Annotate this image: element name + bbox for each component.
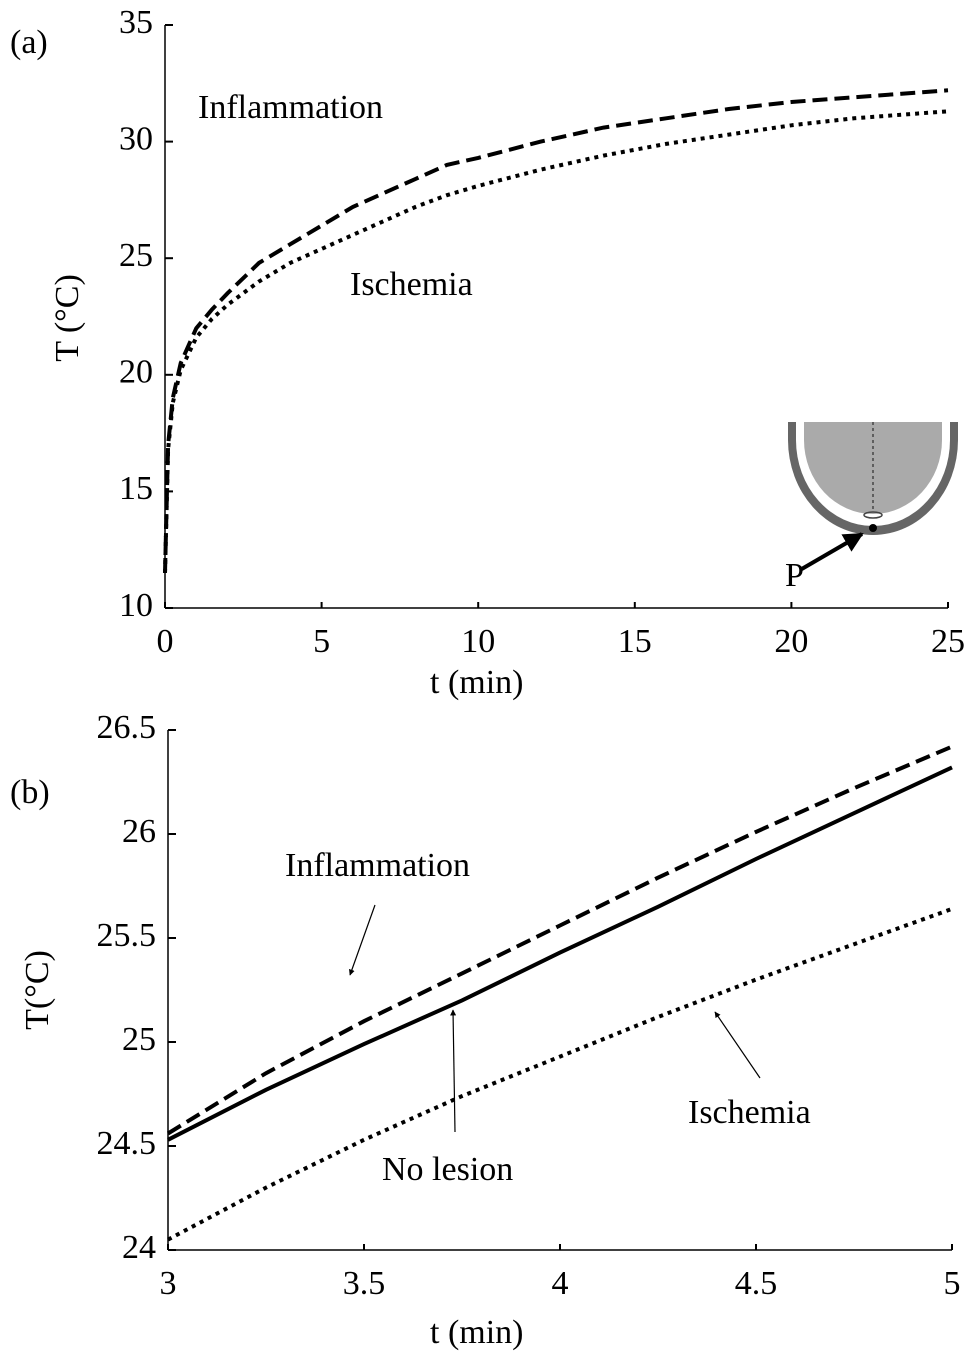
line-series (163, 88, 949, 574)
line-series (167, 765, 953, 1142)
x-tick-label: 3 (160, 1265, 177, 1302)
y-tick-label: 30 (119, 120, 153, 157)
y-tick-label: 26 (122, 813, 156, 850)
x-tick-label: 0 (157, 623, 174, 660)
y-tick-label: 24 (122, 1229, 156, 1266)
y-tick-label: 35 (119, 4, 153, 41)
y-tick-label: 20 (119, 354, 153, 391)
y-tick-label: 25 (119, 237, 153, 274)
x-tick-label: 20 (774, 623, 808, 660)
x-tick-label: 5 (313, 623, 330, 660)
y-tick-label: 10 (119, 587, 153, 624)
y-tick-label: 25.5 (97, 917, 157, 954)
y-axis-label: T(°C) (19, 950, 56, 1030)
series-label: Ischemia (350, 266, 473, 303)
y-axis-label: T (°C) (49, 274, 86, 362)
inset-label: P (785, 557, 804, 594)
y-tick-label: 24.5 (97, 1125, 157, 1162)
y-tick-label: 15 (119, 470, 153, 507)
x-tick-label: 10 (461, 623, 495, 660)
panel-label: (a) (10, 24, 48, 61)
panel-label: (b) (10, 774, 50, 811)
y-tick-label: 26.5 (97, 709, 157, 746)
line-series (166, 744, 953, 1136)
y-tick-label: 25 (122, 1021, 156, 1058)
series-label: Inflammation (285, 847, 470, 884)
x-tick-label: 3.5 (343, 1265, 386, 1302)
x-tick-label: 15 (618, 623, 652, 660)
line-series (163, 109, 949, 574)
x-axis-label: t (min) (430, 1314, 523, 1351)
series-label: Inflammation (198, 89, 383, 126)
series-label: No lesion (382, 1151, 513, 1188)
x-tick-label: 4 (552, 1265, 569, 1302)
x-tick-label: 5 (944, 1265, 961, 1302)
arrows (348, 904, 761, 1133)
x-tick-label: 4.5 (735, 1265, 778, 1302)
x-axis-label: t (min) (430, 664, 523, 701)
line-series (167, 907, 953, 1242)
x-tick-label: 25 (931, 623, 965, 660)
inset (788, 422, 958, 572)
series-label: Ischemia (688, 1094, 811, 1131)
